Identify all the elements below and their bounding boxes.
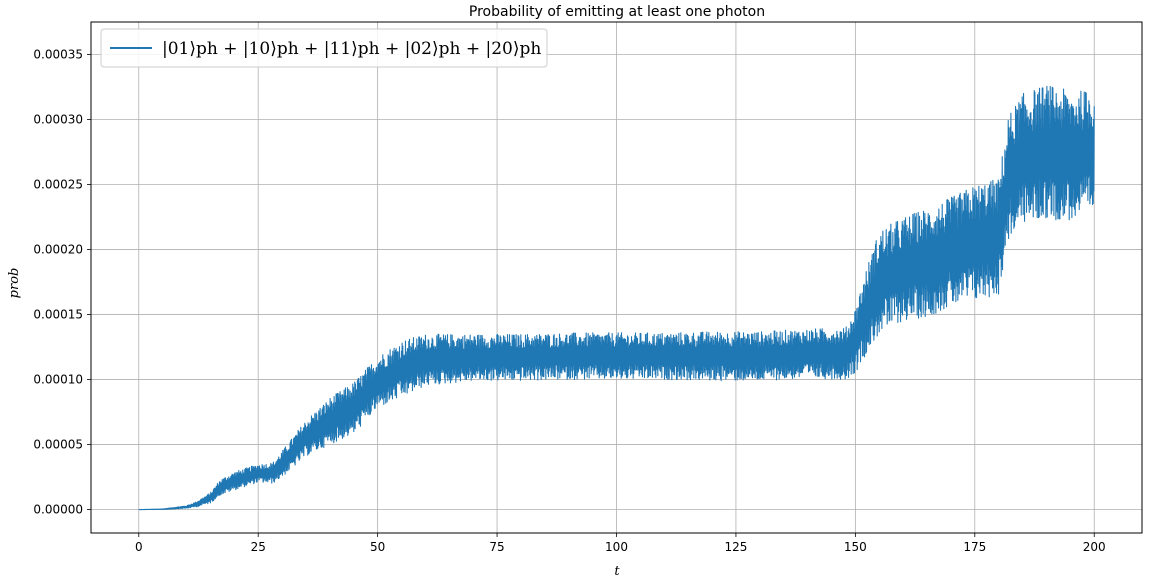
x-axis-ticks: 0 25 50 75 100 125 150 175 200 bbox=[135, 533, 1106, 554]
x-tick-label: 125 bbox=[724, 540, 747, 554]
x-tick-label: 75 bbox=[489, 540, 504, 554]
y-tick-label: 0.00035 bbox=[33, 48, 83, 62]
y-axis-ticks: 0.00000 0.00005 0.00010 0.00015 0.00020 0.000… bbox=[33, 48, 91, 517]
y-tick-label: 0.00000 bbox=[33, 503, 83, 517]
x-tick-label: 0 bbox=[135, 540, 143, 554]
legend-box bbox=[100, 28, 548, 68]
y-axis-label: prob bbox=[7, 268, 22, 299]
y-tick-label: 0.00025 bbox=[33, 178, 83, 192]
y-tick-label: 0.00010 bbox=[33, 373, 83, 387]
x-tick-label: 175 bbox=[963, 540, 986, 554]
y-tick-label: 0.00005 bbox=[33, 438, 83, 452]
series-line bbox=[138, 85, 1095, 511]
y-tick-label: 0.00030 bbox=[33, 113, 83, 127]
y-tick-label: 0.00020 bbox=[33, 243, 83, 257]
y-tick-label: 0.00015 bbox=[33, 308, 83, 322]
legend: |01⟩ph + |10⟩ph + |11⟩ph + |02⟩ph + |20⟩… bbox=[100, 28, 548, 68]
x-tick-label: 150 bbox=[844, 540, 867, 554]
x-tick-label: 100 bbox=[605, 540, 628, 554]
series-layer bbox=[138, 85, 1095, 511]
legend-label: |01⟩ph + |10⟩ph + |11⟩ph + |02⟩ph + |20⟩… bbox=[162, 39, 541, 59]
x-tick-label: 200 bbox=[1083, 540, 1106, 554]
x-tick-label: 50 bbox=[370, 540, 385, 554]
chart-title: Probability of emitting at least one pho… bbox=[469, 4, 765, 20]
x-axis-label: t bbox=[614, 564, 620, 579]
x-tick-label: 25 bbox=[251, 540, 266, 554]
